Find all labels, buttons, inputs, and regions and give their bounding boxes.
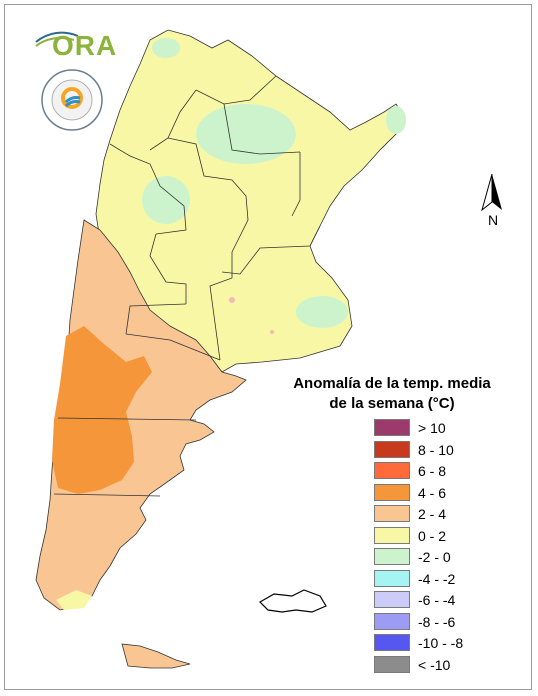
legend-swatch [374, 548, 410, 566]
legend-item-minus10-minus8: -10 - -8 [374, 633, 524, 653]
region-anomaly-0-2-south [56, 590, 92, 610]
legend-label: 6 - 8 [418, 463, 447, 480]
legend-title-line1: Anomalía de la temp. media [293, 375, 491, 392]
legend-label: 8 - 10 [418, 441, 454, 458]
legend-item-minus6-minus4: -6 - -4 [374, 590, 524, 610]
legend-swatch [374, 612, 410, 630]
legend-label: -10 - -8 [418, 635, 464, 652]
patch-anomaly-minus2-0-misiones [386, 106, 406, 134]
legend-label: < -10 [418, 657, 451, 674]
islas-malvinas [259, 589, 327, 613]
legend-swatch [374, 526, 410, 544]
legend-swatch [374, 591, 410, 609]
patch-anomaly-minus2-0-nw [152, 38, 180, 58]
legend-item-gt10: > 10 [374, 418, 524, 438]
legend-item-lt-minus10: < -10 [374, 655, 524, 675]
patch-anomaly-minus2-0-center [142, 176, 190, 224]
anomaly-dot [229, 297, 235, 303]
legend-swatch [374, 440, 410, 458]
legend: > 10 8 - 10 6 - 8 4 - 6 2 - 4 0 - 2 -2 -… [374, 418, 524, 677]
ora-logo-text: ORA [52, 30, 118, 61]
patch-anomaly-minus2-0-north [196, 104, 296, 164]
ora-logo [35, 31, 79, 47]
north-arrow-icon [481, 173, 502, 212]
legend-item-8-10: 8 - 10 [374, 440, 524, 460]
legend-swatch [374, 462, 410, 480]
legend-item-minus8-minus6: -8 - -6 [374, 612, 524, 632]
legend-item-0-2: 0 - 2 [374, 526, 524, 546]
legend-label: -2 - 0 [418, 549, 451, 566]
legend-item-minus4-minus2: -4 - -2 [374, 569, 524, 589]
legend-label: 2 - 4 [418, 506, 447, 523]
patch-anomaly-minus2-0-buenosaires [296, 296, 348, 328]
legend-label: -6 - -4 [418, 592, 456, 609]
legend-item-minus2-0: -2 - 0 [374, 547, 524, 567]
anomaly-dot [270, 330, 274, 334]
legend-label: -8 - -6 [418, 613, 456, 630]
legend-title: Anomalía de la temp. media de la semana … [292, 374, 492, 414]
tierra-del-fuego [121, 643, 191, 669]
legend-label: 4 - 6 [418, 484, 447, 501]
north-label: N [488, 212, 499, 228]
legend-swatch [374, 419, 410, 436]
province-borders [53, 75, 321, 497]
legend-item-6-8: 6 - 8 [374, 461, 524, 481]
legend-item-4-6: 4 - 6 [374, 483, 524, 503]
legend-label: > 10 [418, 420, 446, 436]
legend-label: -4 - -2 [418, 570, 456, 587]
legend-label: 0 - 2 [418, 527, 447, 544]
region-anomaly-4-6 [52, 326, 152, 494]
legend-title-line2: de la semana (°C) [329, 395, 455, 412]
legend-swatch [374, 569, 410, 587]
legend-swatch [374, 634, 410, 652]
legend-swatch [374, 505, 410, 523]
legend-swatch [374, 656, 410, 674]
region-north-anomaly-0-2 [95, 29, 405, 373]
legend-swatch [374, 483, 410, 501]
legend-item-2-4: 2 - 4 [374, 504, 524, 524]
smn-seal-logo [41, 69, 103, 131]
